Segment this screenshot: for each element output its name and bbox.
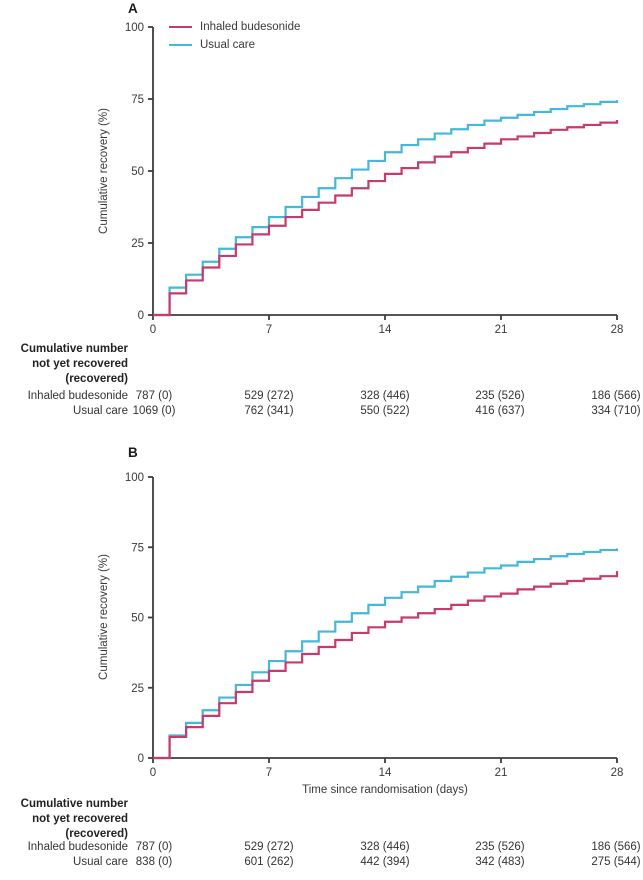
svg-text:100: 100 [125, 22, 144, 34]
risk-value: 529 (272) [244, 841, 294, 853]
svg-text:0: 0 [138, 310, 144, 322]
svg-text:0: 0 [138, 753, 144, 765]
risk-value: 328 (446) [360, 390, 410, 402]
svg-text:100: 100 [125, 472, 144, 484]
panel-b-label: B [128, 445, 138, 460]
risk-value: 416 (637) [475, 405, 525, 417]
svg-text:21: 21 [495, 767, 508, 779]
risk-table-header-line1: Cumulative number [20, 343, 128, 355]
risk-value: 186 (566) [591, 841, 641, 853]
risk-value: 186 (566) [591, 390, 641, 402]
svg-text:14: 14 [379, 767, 392, 779]
risk-table-header-line3: (recovered) [65, 828, 128, 840]
risk-value: 1069 (0) [132, 405, 176, 417]
risk-table-header-line2: not yet recovered [32, 813, 128, 825]
svg-text:14: 14 [379, 324, 392, 336]
svg-text:50: 50 [131, 613, 144, 625]
svg-text:0: 0 [150, 767, 156, 779]
svg-text:21: 21 [495, 324, 508, 336]
risk-value: 342 (483) [475, 856, 525, 868]
y-axis-title-b: Cumulative recovery (%) [98, 554, 110, 680]
svg-text:50: 50 [131, 166, 144, 178]
row-label-usual-care: Usual care [73, 856, 128, 868]
legend-label-budesonide: Inhaled budesonide [200, 21, 301, 33]
legend-label-usual-care: Usual care [200, 39, 255, 51]
svg-text:7: 7 [266, 767, 272, 779]
risk-value: 442 (394) [360, 856, 410, 868]
risk-table-b-header: Cumulative number not yet recovered (rec… [0, 797, 128, 842]
y-axis-title-a: Cumulative recovery (%) [98, 108, 110, 234]
risk-table-header-line2: not yet recovered [32, 358, 128, 370]
svg-text:7: 7 [266, 324, 272, 336]
risk-value: 275 (544) [591, 856, 641, 868]
risk-value: 601 (262) [244, 856, 294, 868]
row-label-budesonide: Inhaled budesonide [27, 841, 128, 853]
svg-text:0: 0 [150, 324, 156, 336]
recovery-chart-a: 0 7 14 21 28 0 25 50 75 100 [125, 22, 624, 336]
risk-value: 787 (0) [135, 390, 173, 402]
recovery-chart-b: 0 7 14 21 28 0 25 50 75 100 [125, 472, 624, 779]
risk-value: 235 (526) [475, 841, 525, 853]
svg-text:75: 75 [131, 94, 144, 106]
legend-item-usual-care: Usual care [169, 39, 300, 51]
svg-text:28: 28 [611, 324, 624, 336]
svg-text:75: 75 [131, 542, 144, 554]
panel-a-label: A [128, 1, 138, 16]
svg-text:25: 25 [131, 683, 144, 695]
risk-value: 235 (526) [475, 390, 525, 402]
risk-value: 787 (0) [135, 841, 173, 853]
risk-table-header-line3: (recovered) [65, 373, 128, 385]
budesonide-line-swatch [169, 25, 192, 29]
risk-value: 550 (522) [360, 405, 410, 417]
risk-value: 334 (710) [591, 405, 641, 417]
x-axis-title-b: Time since randomisation (days) [302, 784, 468, 796]
risk-value: 838 (0) [135, 856, 173, 868]
row-label-usual-care: Usual care [73, 405, 128, 417]
risk-value: 762 (341) [244, 405, 294, 417]
legend: Inhaled budesonide Usual care [169, 21, 300, 51]
row-label-budesonide: Inhaled budesonide [27, 390, 128, 402]
risk-table-a-header: Cumulative number not yet recovered (rec… [0, 342, 128, 387]
risk-table-header-line1: Cumulative number [20, 798, 128, 810]
usual-care-line-swatch [169, 43, 192, 47]
risk-value: 529 (272) [244, 390, 294, 402]
risk-value: 328 (446) [360, 841, 410, 853]
svg-text:25: 25 [131, 238, 144, 250]
legend-item-budesonide: Inhaled budesonide [169, 21, 300, 33]
svg-text:28: 28 [611, 767, 624, 779]
